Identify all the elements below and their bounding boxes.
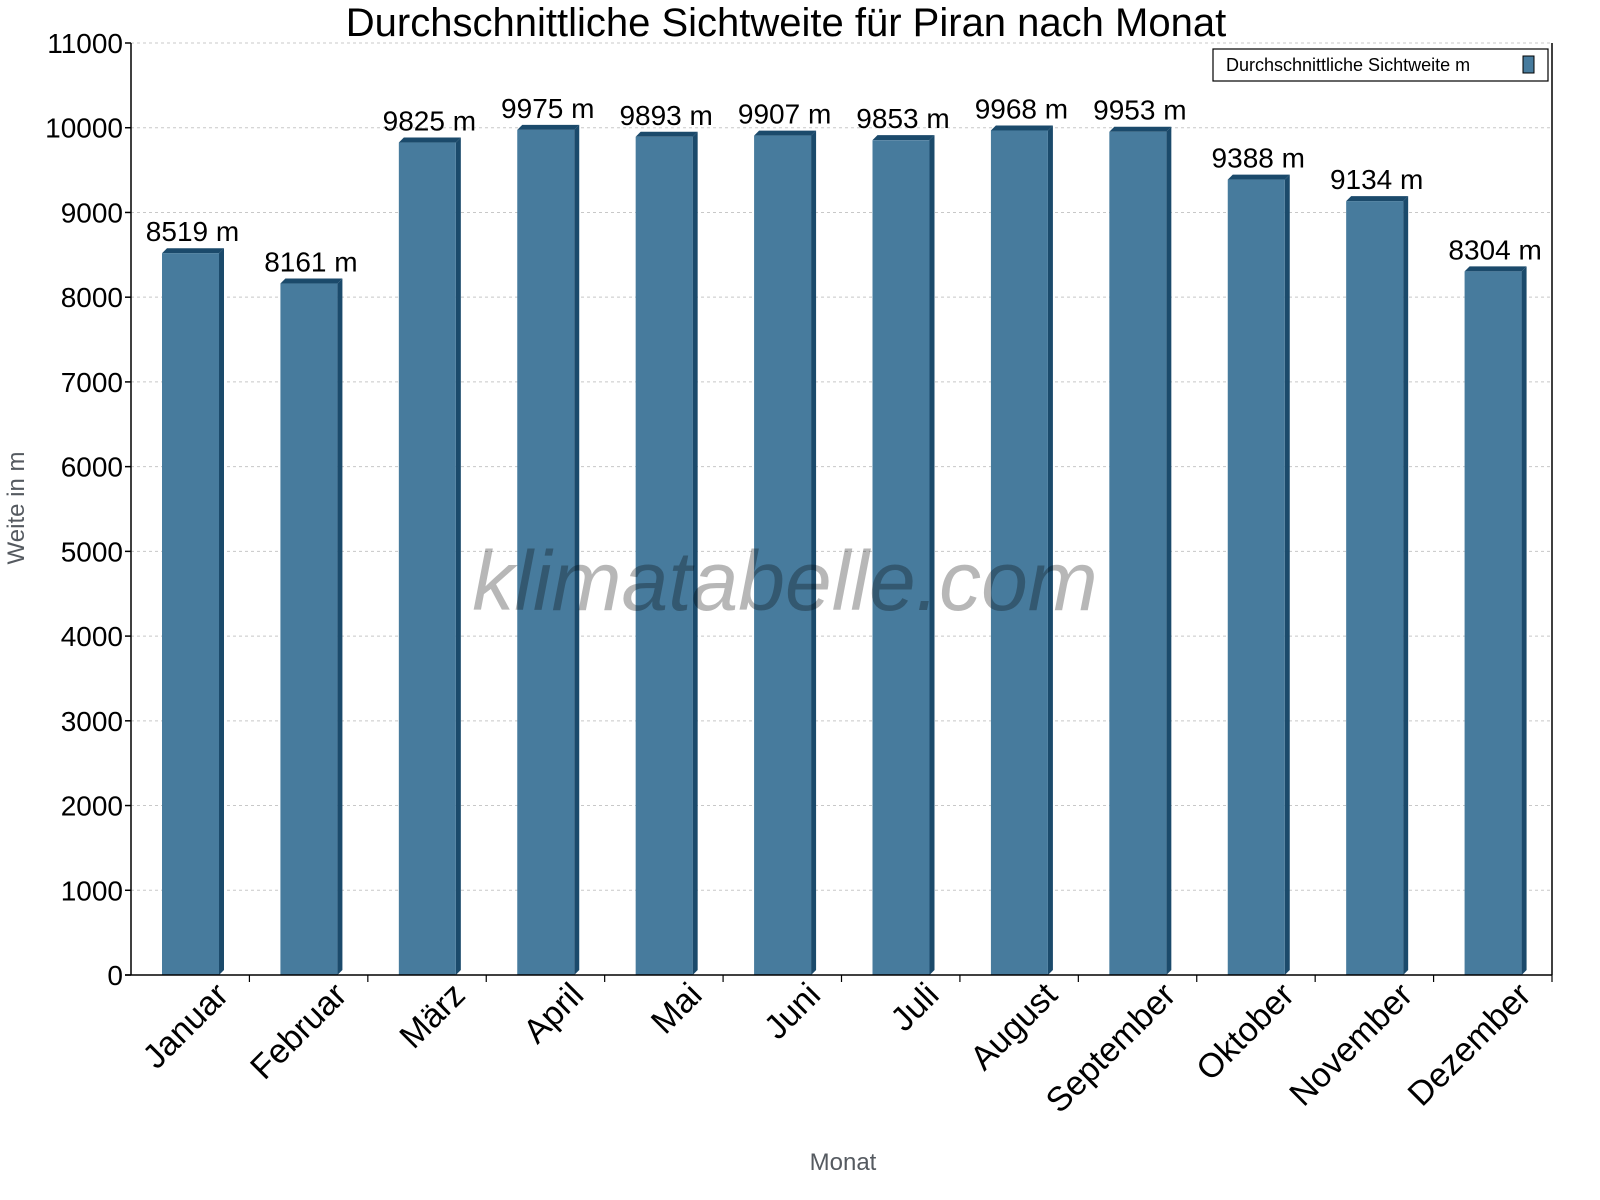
bar-side [337, 278, 343, 975]
data-label: 9975 m [501, 93, 594, 124]
bar [398, 142, 456, 975]
bar-top [1109, 126, 1172, 132]
data-label: 9388 m [1212, 143, 1305, 174]
bar-top [517, 124, 580, 130]
bar-side [1521, 266, 1527, 976]
x-tick-label: August [963, 975, 1065, 1077]
bar-top [1227, 174, 1290, 180]
bar [872, 140, 930, 975]
legend-swatch [1522, 55, 1535, 74]
y-tick-label: 0 [107, 960, 123, 991]
data-label: 9893 m [619, 100, 712, 131]
y-tick-label: 11000 [47, 28, 123, 59]
bar [1464, 271, 1522, 976]
data-label: 9853 m [856, 103, 949, 134]
x-axis-label: Monat [810, 1149, 877, 1176]
y-tick-label: 6000 [61, 452, 123, 483]
legend: Durchschnittliche Sichtweite m [1212, 48, 1549, 82]
bar-top [398, 137, 461, 143]
bar [162, 253, 219, 975]
bar-top [872, 135, 935, 141]
y-axis-label: Weite in m [3, 452, 30, 565]
x-tick-label: Juni [757, 976, 828, 1047]
x-tick-label: Oktober [1189, 976, 1301, 1088]
bar [1346, 201, 1404, 976]
x-tick-label: November [1282, 976, 1420, 1114]
y-tick-label: 10000 [45, 113, 123, 144]
data-label: 8161 m [264, 247, 357, 278]
bar-top [1346, 196, 1409, 202]
data-label: 9907 m [738, 99, 831, 130]
bar [1109, 131, 1167, 975]
y-tick-label: 4000 [61, 621, 123, 652]
bar-side [929, 135, 935, 975]
bar-side [692, 131, 698, 975]
bar [635, 136, 693, 975]
data-label: 9134 m [1330, 164, 1423, 195]
bar-top [635, 131, 698, 137]
bar-top [162, 248, 224, 254]
y-tick-label: 3000 [61, 706, 123, 737]
bar [754, 135, 812, 975]
y-tick-label: 1000 [61, 875, 123, 906]
x-tick-label: September [1039, 976, 1183, 1120]
y-tick-label: 5000 [61, 536, 123, 567]
bar [517, 129, 575, 975]
bar-side [1047, 125, 1053, 976]
x-tick-label: Februar [243, 976, 354, 1087]
gridlines [131, 42, 1552, 891]
data-label: 8304 m [1448, 234, 1541, 265]
bars: 8519 m 8161 m 9825 m 9975 m 9893 m 9907 m 9853… [146, 93, 1542, 976]
x-tick-label: April [516, 976, 591, 1051]
x-tick-label: Januar [135, 976, 235, 1076]
y-tick-label: 7000 [61, 367, 123, 398]
bar-side [811, 130, 817, 975]
y-tick-label: 2000 [61, 791, 123, 822]
chart-title: Durchschnittliche Sichtweite für Piran n… [346, 1, 1226, 45]
x-tick-label: Mai [644, 976, 710, 1042]
bar-side [1403, 196, 1409, 976]
legend-label: Durchschnittliche Sichtweite m [1226, 55, 1470, 75]
bar-side [1166, 126, 1172, 975]
bar-top [280, 278, 343, 284]
data-label: 9968 m [975, 93, 1068, 124]
data-label: 9953 m [1093, 95, 1186, 126]
bar [990, 130, 1048, 976]
bar-top [1464, 266, 1527, 272]
bar-top [754, 130, 817, 136]
bar-side [574, 124, 580, 975]
x-tick-label: Dezember [1401, 976, 1539, 1114]
y-tick-label: 8000 [61, 282, 123, 313]
bar [280, 283, 338, 975]
y-tick-label: 9000 [61, 197, 123, 228]
bar [1227, 179, 1285, 975]
watermark: klimatabelle.com [472, 534, 1098, 628]
bar-side [219, 248, 224, 975]
data-label: 8519 m [146, 216, 239, 247]
bar-side [1284, 174, 1290, 975]
x-tick-label: Juli [883, 976, 946, 1039]
bar-top [990, 125, 1053, 131]
bar-side [455, 137, 461, 975]
data-label: 9825 m [383, 106, 476, 137]
x-tick-label: März [392, 976, 472, 1056]
